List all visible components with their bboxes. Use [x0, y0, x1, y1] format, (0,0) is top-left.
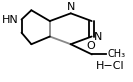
Text: N: N — [94, 31, 103, 41]
Text: HN: HN — [2, 15, 19, 25]
Text: CH₃: CH₃ — [108, 49, 126, 59]
Text: N: N — [66, 2, 75, 12]
Text: H−Cl: H−Cl — [96, 61, 124, 71]
Text: O: O — [86, 41, 95, 51]
